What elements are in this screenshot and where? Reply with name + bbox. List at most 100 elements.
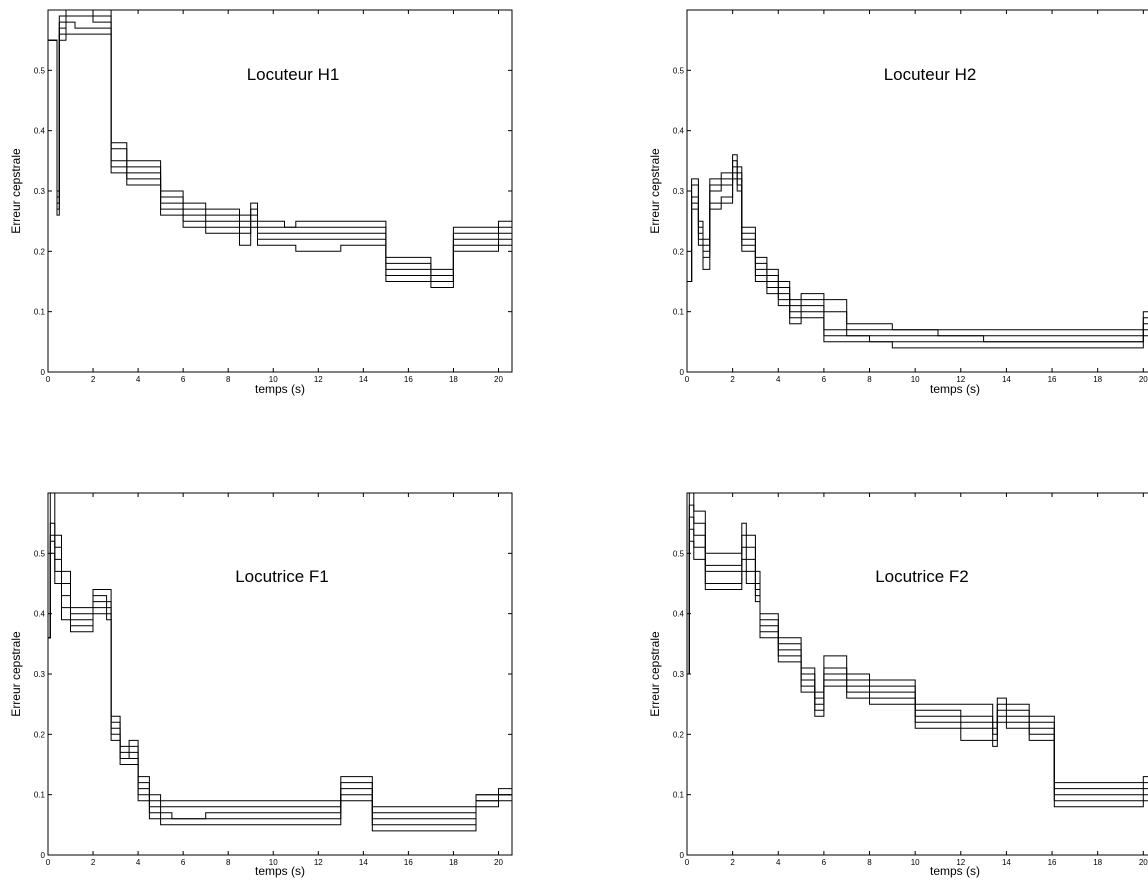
y-tick-label: 0.3 xyxy=(34,187,46,196)
x-tick-label: 16 xyxy=(404,858,413,867)
x-axis-ticks: 0 2 4 6 8 10 12 14 16 18 20 xyxy=(685,10,1148,384)
x-axis-ticks: 0 2 4 6 8 10 12 14 16 18 20 xyxy=(685,493,1148,867)
y-tick-label: 0.4 xyxy=(34,610,46,619)
x-axis-label: temps (s) xyxy=(255,382,305,396)
y-tick-label: 0.5 xyxy=(34,549,46,558)
plot-area xyxy=(47,9,513,373)
x-tick-label: 12 xyxy=(956,375,965,384)
x-tick-label: 10 xyxy=(269,375,278,384)
y-tick-label: 0.1 xyxy=(34,791,46,800)
y-tick-label: 0.4 xyxy=(34,127,46,136)
x-tick-label: 12 xyxy=(314,858,323,867)
y-tick-label: 0.2 xyxy=(34,247,46,256)
x-tick-label: 0 xyxy=(685,858,690,867)
x-tick-label: 8 xyxy=(867,375,872,384)
x-tick-label: 6 xyxy=(822,858,827,867)
x-tick-label: 20 xyxy=(494,858,503,867)
series-group xyxy=(687,493,1148,808)
y-tick-label: 0 xyxy=(41,368,46,377)
x-tick-label: 8 xyxy=(867,858,872,867)
series-line-5 xyxy=(48,552,512,832)
chart-panel-h1: 0 2 4 6 8 10 12 14 16 18 20 0 0.1 0.2 0.3 0.4 0.5 Locut… xyxy=(9,9,513,396)
x-tick-label: 2 xyxy=(730,858,735,867)
x-tick-label: 10 xyxy=(911,858,920,867)
series-line-4 xyxy=(687,172,1148,343)
plot-area xyxy=(686,9,1148,373)
x-tick-label: 18 xyxy=(1093,375,1102,384)
chart-panel-h2: 0 2 4 6 8 10 12 14 16 18 20 0 0.1 0.2 0.3 0.4 0.5 Locut… xyxy=(648,9,1148,396)
x-tick-label: 20 xyxy=(1139,375,1148,384)
x-axis-ticks: 0 2 4 6 8 10 12 14 16 18 20 xyxy=(46,10,503,384)
x-tick-label: 0 xyxy=(685,375,690,384)
y-tick-label: 0.5 xyxy=(34,66,46,75)
y-axis-label: Erreur cepstrale xyxy=(648,631,662,717)
panel-title: Locuteur H2 xyxy=(884,65,977,84)
series-line-5 xyxy=(687,178,1148,349)
x-tick-label: 0 xyxy=(46,375,51,384)
x-tick-label: 16 xyxy=(404,375,413,384)
y-tick-label: 0.3 xyxy=(673,670,685,679)
series-group xyxy=(48,493,512,832)
x-tick-label: 20 xyxy=(494,375,503,384)
plot-area xyxy=(47,492,513,856)
y-axis-ticks: 0 0.1 0.2 0.3 0.4 0.5 xyxy=(34,66,512,377)
x-tick-label: 0 xyxy=(46,858,51,867)
x-tick-label: 10 xyxy=(269,858,278,867)
y-axis-ticks: 0 0.1 0.2 0.3 0.4 0.5 xyxy=(673,66,691,377)
x-tick-label: 20 xyxy=(1139,858,1148,867)
x-tick-label: 4 xyxy=(136,375,141,384)
x-tick-label: 12 xyxy=(314,375,323,384)
y-tick-label: 0.3 xyxy=(34,670,46,679)
x-tick-label: 4 xyxy=(776,375,781,384)
x-tick-label: 14 xyxy=(359,858,368,867)
x-axis-label: temps (s) xyxy=(930,864,980,878)
x-axis-label: temps (s) xyxy=(255,864,305,878)
x-axis-label: temps (s) xyxy=(930,382,980,396)
y-axis-label: Erreur cepstrale xyxy=(648,148,662,234)
series-line-4 xyxy=(48,21,512,282)
x-tick-label: 16 xyxy=(1048,858,1057,867)
x-tick-label: 6 xyxy=(181,375,186,384)
x-tick-label: 16 xyxy=(1048,375,1057,384)
panel-title: Locutrice F1 xyxy=(235,567,329,586)
y-axis-label: Erreur cepstrale xyxy=(9,631,23,717)
series-line-2 xyxy=(48,522,512,814)
chart-panel-f2: 0 2 4 6 8 10 12 14 16 18 20 0 0.1 0.2 0.3 0.4 0.5 Locut… xyxy=(648,492,1148,878)
series-line-5 xyxy=(687,540,1148,808)
x-tick-label: 12 xyxy=(956,858,965,867)
x-tick-label: 18 xyxy=(449,375,458,384)
x-tick-label: 4 xyxy=(776,858,781,867)
chart-panel-f1: 0 2 4 6 8 10 12 14 16 18 20 0 0.1 0.2 0.3 0.4 0.5 Locut… xyxy=(9,492,513,878)
y-tick-label: 0 xyxy=(680,851,685,860)
y-tick-label: 0 xyxy=(680,368,685,377)
y-axis-ticks: 0 0.1 0.2 0.3 0.4 0.5 xyxy=(34,549,512,860)
y-tick-label: 0.1 xyxy=(673,791,685,800)
x-tick-label: 2 xyxy=(730,375,735,384)
x-tick-label: 4 xyxy=(136,858,141,867)
x-tick-label: 18 xyxy=(1093,858,1102,867)
series-line-1 xyxy=(687,493,1148,784)
y-tick-label: 0.1 xyxy=(34,308,46,317)
y-tick-label: 0.3 xyxy=(673,187,685,196)
x-tick-label: 18 xyxy=(449,858,458,867)
plot-area xyxy=(686,492,1148,856)
panel-title: Locutrice F2 xyxy=(875,567,969,586)
y-tick-label: 0.4 xyxy=(673,610,685,619)
panel-title: Locuteur H1 xyxy=(247,65,340,84)
x-tick-label: 8 xyxy=(226,858,231,867)
x-tick-label: 8 xyxy=(226,375,231,384)
x-tick-label: 2 xyxy=(91,375,96,384)
x-tick-label: 14 xyxy=(359,375,368,384)
x-tick-label: 6 xyxy=(181,858,186,867)
y-tick-label: 0.4 xyxy=(673,127,685,136)
y-tick-label: 0.1 xyxy=(673,308,685,317)
x-tick-label: 10 xyxy=(911,375,920,384)
y-axis-label: Erreur cepstrale xyxy=(9,148,23,234)
x-tick-label: 2 xyxy=(91,858,96,867)
y-tick-label: 0.2 xyxy=(673,247,685,256)
series-line-5 xyxy=(48,33,512,288)
series-group xyxy=(687,154,1148,349)
y-tick-label: 0.2 xyxy=(34,730,46,739)
x-tick-label: 6 xyxy=(822,375,827,384)
